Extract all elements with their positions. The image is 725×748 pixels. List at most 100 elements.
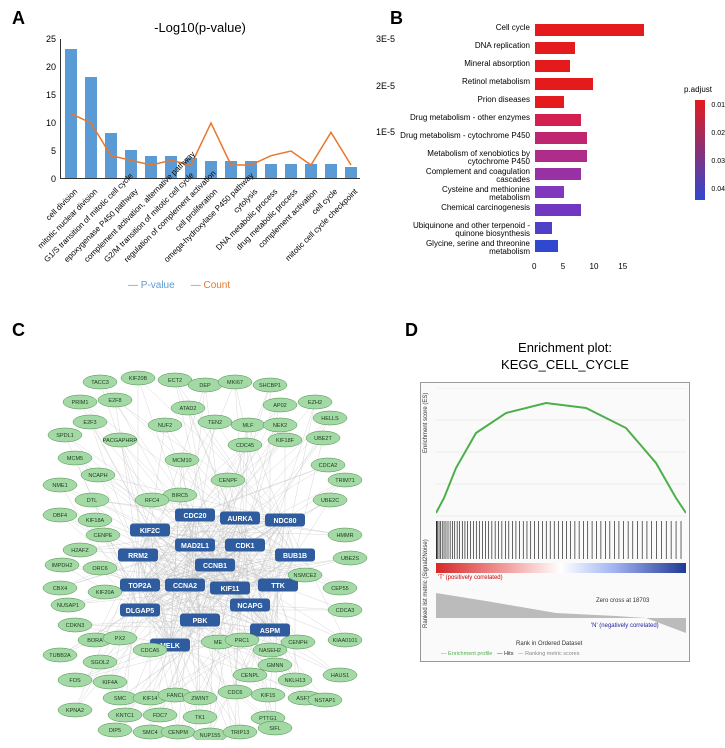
bar (535, 168, 581, 180)
svg-text:SIFL: SIFL (269, 726, 281, 732)
svg-text:KIF15: KIF15 (261, 693, 276, 699)
svg-text:FOS: FOS (69, 678, 81, 684)
bar-label: Ubiquinone and other terpenoid -quinone … (400, 222, 530, 238)
svg-text:KNTC1: KNTC1 (116, 713, 134, 719)
x-tick: 5 (561, 262, 565, 271)
svg-text:TACC3: TACC3 (91, 380, 109, 386)
svg-text:CEP55: CEP55 (331, 586, 348, 592)
svg-text:DLGAP5: DLGAP5 (126, 608, 155, 615)
bar (535, 78, 593, 90)
svg-text:PBK: PBK (193, 618, 208, 625)
panel-a-chart: 05101520251E-52E-53E-5cell divisionmitot… (60, 39, 360, 179)
network-svg: KIF2CCDC20AURKANDC80RRM2MAD2L1CDK1BUB1BC… (20, 340, 390, 740)
bar-label: Prion diseases (400, 96, 530, 104)
svg-text:MCM5: MCM5 (67, 456, 83, 462)
bar-label: Retinol metabolism (400, 78, 530, 86)
svg-text:TRIP13: TRIP13 (231, 730, 250, 736)
y-tick-left: 0 (36, 174, 56, 184)
bar-label: Complement and coagulation cascades (400, 168, 530, 184)
gsea-xlabel: Rank in Ordered Dataset (516, 641, 582, 647)
svg-text:CDCA2: CDCA2 (319, 463, 338, 469)
bar (535, 186, 564, 198)
svg-text:SMC4: SMC4 (142, 730, 157, 736)
svg-text:TTK: TTK (271, 583, 285, 590)
y-tick-left: 15 (36, 90, 56, 100)
bar (535, 150, 587, 162)
bar-label: Metabolism of xenobiotics by cytochrome … (400, 150, 530, 166)
svg-text:CDKN3: CDKN3 (66, 623, 85, 629)
bar (535, 96, 564, 108)
svg-text:ZWINT: ZWINT (191, 696, 209, 702)
svg-text:NUF2: NUF2 (158, 423, 172, 429)
svg-text:NSMCE2: NSMCE2 (294, 573, 317, 579)
svg-text:CBX4: CBX4 (53, 586, 67, 592)
bar-label: Drug metabolism - other enzymes (400, 114, 530, 122)
svg-text:KIF18A: KIF18A (86, 518, 105, 524)
bar-label: DNA replication (400, 42, 530, 50)
y-tick-left: 5 (36, 146, 56, 156)
panel-d-label: D (405, 320, 418, 341)
svg-text:ATAD2: ATAD2 (180, 406, 197, 412)
svg-text:DEP: DEP (199, 383, 211, 389)
colorbar-title: p.adjust (684, 85, 712, 94)
y-tick-right: 2E-5 (376, 81, 395, 91)
bar (535, 42, 575, 54)
svg-text:TK1: TK1 (195, 715, 205, 721)
svg-text:SHCBP1: SHCBP1 (259, 383, 281, 389)
svg-text:MKI67: MKI67 (227, 380, 243, 386)
svg-text:DTL: DTL (87, 498, 97, 504)
panel-a-label: A (12, 8, 25, 29)
svg-text:NCAPG: NCAPG (237, 603, 263, 610)
colorbar (695, 100, 705, 200)
svg-text:CDCA3: CDCA3 (336, 608, 355, 614)
svg-text:NUP155: NUP155 (200, 733, 221, 739)
bar (535, 114, 581, 126)
zero-cross: Zero cross at 18703 (596, 598, 649, 604)
svg-text:PACGAPHRP: PACGAPHRP (103, 438, 137, 444)
bar (535, 24, 644, 36)
svg-text:NASEH2: NASEH2 (259, 648, 281, 654)
x-tick: 15 (618, 262, 627, 271)
panel-d: Enrichment plot: KEGG_CELL_CYCLE Enrichm… (420, 340, 710, 710)
svg-text:MLF: MLF (243, 423, 255, 429)
bar-label: Mineral absorption (400, 60, 530, 68)
svg-text:CENPH: CENPH (288, 640, 307, 646)
bar-label: Cell cycle (400, 24, 530, 32)
gsea-gradient (436, 563, 686, 573)
bar (535, 60, 570, 72)
svg-text:EZH2: EZH2 (308, 400, 322, 406)
svg-text:RRM2: RRM2 (128, 553, 148, 560)
svg-text:ORC6: ORC6 (92, 566, 107, 572)
svg-text:NKLH13: NKLH13 (285, 678, 306, 684)
svg-text:BORA: BORA (87, 638, 103, 644)
panel-c: KIF2CCDC20AURKANDC80RRM2MAD2L1CDK1BUB1BC… (20, 340, 390, 740)
gsea-title1: Enrichment plot: (518, 340, 612, 355)
svg-text:KIF20A: KIF20A (96, 590, 115, 596)
svg-text:BIRC5: BIRC5 (172, 493, 188, 499)
svg-text:CDCA5: CDCA5 (141, 648, 160, 654)
svg-text:CDC6: CDC6 (228, 690, 243, 696)
colorbar-tick: 0.03 (711, 158, 725, 165)
svg-text:NUSAP1: NUSAP1 (57, 603, 79, 609)
y-tick-right: 3E-5 (376, 34, 395, 44)
bar-label: Glycine, serine and threonine metabolism (400, 240, 530, 256)
svg-text:NDC80: NDC80 (274, 518, 297, 525)
panel-c-label: C (12, 320, 25, 341)
svg-text:CDC20: CDC20 (184, 513, 207, 520)
panel-b-chart: Cell cycle DNA replication Mineral absorpt… (400, 20, 670, 280)
svg-text:KIF20B: KIF20B (129, 376, 148, 382)
svg-text:DBF4: DBF4 (53, 513, 67, 519)
bar (535, 240, 558, 252)
panel-a: -Log10(p-value) 05101520251E-52E-53E-5ce… (30, 20, 370, 300)
svg-text:ASPM: ASPM (260, 628, 280, 635)
bar (535, 222, 552, 234)
bar-label: Cysteine and methionine metabolism (400, 186, 530, 202)
svg-text:HMMR: HMMR (336, 533, 353, 539)
svg-text:CCNA2: CCNA2 (173, 583, 197, 590)
y-tick-left: 20 (36, 62, 56, 72)
colorbar-tick: 0.02 (711, 130, 725, 137)
x-tick: 10 (590, 262, 599, 271)
bar-label: Drug metabolism - cytochrome P450 (400, 132, 530, 140)
svg-text:RFC4: RFC4 (145, 498, 159, 504)
svg-text:KIF14: KIF14 (143, 696, 158, 702)
